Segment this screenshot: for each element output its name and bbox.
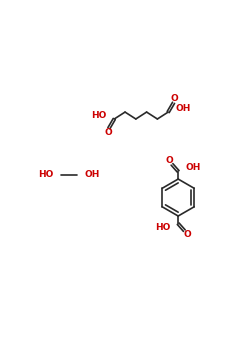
Text: O: O xyxy=(170,94,178,103)
Text: HO: HO xyxy=(91,111,106,120)
Text: O: O xyxy=(165,156,173,165)
Text: HO: HO xyxy=(155,223,170,232)
Text: OH: OH xyxy=(176,104,191,113)
Text: O: O xyxy=(104,128,112,137)
Text: OH: OH xyxy=(186,163,201,172)
Text: O: O xyxy=(184,230,191,239)
Text: OH: OH xyxy=(84,170,100,179)
Text: HO: HO xyxy=(38,170,54,179)
